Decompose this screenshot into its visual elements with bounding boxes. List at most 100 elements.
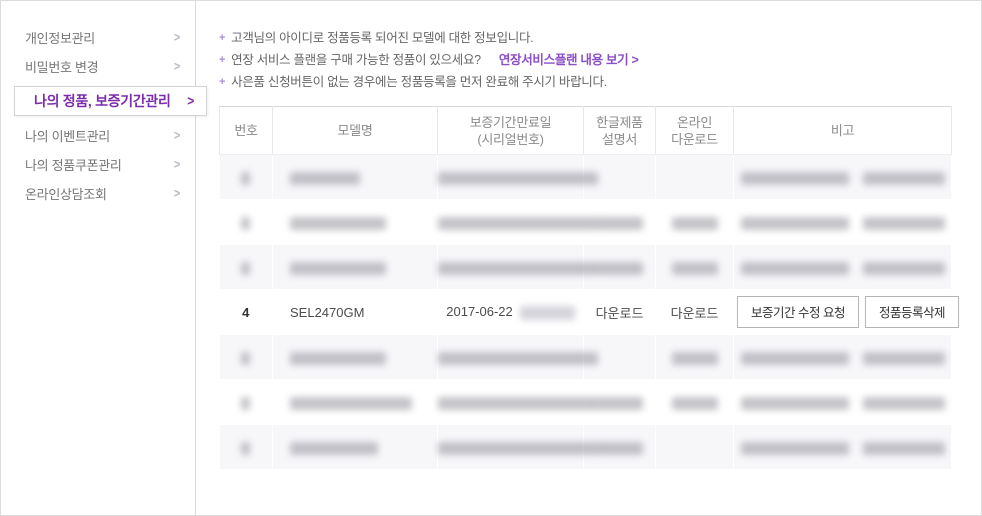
cell-korean-manual: 다운로드 bbox=[583, 289, 656, 335]
cell-number bbox=[219, 334, 273, 380]
cell-warranty-expiry bbox=[437, 379, 598, 425]
cell-online-download bbox=[655, 154, 734, 200]
notice-list: + 고객님의 아이디로 정품등록 되어진 모델에 대한 정보입니다. + 연장 서비스… bbox=[219, 27, 981, 93]
chevron-right-icon: > bbox=[173, 30, 180, 45]
notice-text: 고객님의 아이디로 정품등록 되어진 모델에 대한 정보입니다. bbox=[231, 31, 534, 45]
redacted-text bbox=[438, 261, 598, 275]
cell-warranty-expiry bbox=[437, 244, 598, 290]
redacted-text bbox=[862, 216, 945, 230]
warranty-expiry-date: 2017-06-22 bbox=[446, 304, 513, 320]
notice-text: 연장 서비스 플랜을 구매 가능한 정품이 있으세요? bbox=[231, 53, 481, 67]
cell-warranty-expiry bbox=[437, 334, 598, 380]
cell-number bbox=[219, 244, 273, 290]
header-row: 번호 모델명 보증기간만료일 (시리얼번호) 한글제품 설명서 온라인 다운로드 비고 bbox=[219, 106, 952, 155]
cell-remarks bbox=[733, 424, 952, 470]
redacted-text bbox=[241, 216, 251, 230]
product-table: 번호 모델명 보증기간만료일 (시리얼번호) 한글제품 설명서 온라인 다운로드 비고 4 SEL… bbox=[219, 106, 959, 470]
cell-warranty-expiry bbox=[437, 199, 598, 245]
redacted-text bbox=[671, 396, 718, 410]
redacted-text bbox=[862, 441, 945, 455]
column-header-line: 번호 bbox=[234, 123, 258, 138]
chevron-right-icon: > bbox=[173, 59, 180, 74]
redacted-text bbox=[596, 216, 643, 230]
manual-download-link[interactable]: 다운로드 bbox=[595, 305, 644, 321]
cell-model-name bbox=[272, 334, 438, 380]
cell-korean-manual bbox=[583, 154, 656, 200]
delete-registration-button[interactable]: 정품등록삭제 bbox=[864, 296, 959, 328]
table-row bbox=[219, 424, 952, 470]
cell-model-name bbox=[272, 379, 438, 425]
online-download-link[interactable]: 다운로드 bbox=[670, 305, 719, 321]
cell-model-name bbox=[272, 244, 438, 290]
table-body: 4 SEL2470GM 2017-06-22 다운로드 다운로드 보증기간 수정 요청 정품… bbox=[219, 154, 959, 470]
table-header: 번호 모델명 보증기간만료일 (시리얼번호) 한글제품 설명서 온라인 다운로드 비고 bbox=[219, 106, 952, 155]
cell-number: 4 bbox=[219, 289, 273, 335]
sidebar-item-my-products-warranty[interactable]: 나의 정품, 보증기간관리 > bbox=[14, 86, 207, 116]
sidebar-item-personal-info[interactable]: 개인정보관리 > bbox=[1, 23, 195, 52]
cell-korean-manual bbox=[583, 199, 656, 245]
sidebar-item-label: 개인정보관리 bbox=[25, 31, 95, 46]
column-header-line: 한글제품 bbox=[596, 114, 643, 130]
column-header: 모델명 bbox=[272, 106, 438, 155]
cell-number bbox=[219, 424, 273, 470]
cell-korean-manual bbox=[583, 334, 656, 380]
cell-remarks bbox=[733, 154, 952, 200]
redacted-text bbox=[241, 396, 251, 410]
table-row: 4 SEL2470GM 2017-06-22 다운로드 다운로드 보증기간 수정 요청 정품… bbox=[219, 289, 959, 335]
chevron-right-icon: > bbox=[173, 128, 180, 143]
warranty-edit-request-button[interactable]: 보증기간 수정 요청 bbox=[737, 296, 859, 328]
plus-bullet-icon: + bbox=[219, 54, 226, 66]
redacted-text bbox=[438, 216, 598, 230]
redacted-text bbox=[241, 261, 251, 275]
column-header-line: (시리얼번호) bbox=[477, 131, 544, 147]
cell-online-download: 다운로드 bbox=[655, 289, 734, 335]
column-header-line: 모델명 bbox=[337, 123, 373, 138]
redacted-text bbox=[241, 441, 251, 455]
sidebar-item-label: 나의 정품, 보증기간관리 bbox=[34, 93, 171, 109]
notice-text: 사은품 신청버튼이 없는 경우에는 정품등록을 먼저 완료해 주시기 바랍니다. bbox=[231, 75, 607, 89]
cell-online-download bbox=[655, 199, 734, 245]
redacted-text bbox=[862, 396, 945, 410]
table-row bbox=[219, 154, 952, 200]
sidebar-item-online-consult[interactable]: 온라인상담조회 > bbox=[1, 179, 195, 208]
cell-korean-manual bbox=[583, 379, 656, 425]
cell-online-download bbox=[655, 424, 734, 470]
cell-warranty-expiry bbox=[437, 154, 598, 200]
table-row bbox=[219, 199, 952, 245]
redacted-text bbox=[290, 171, 360, 185]
column-header: 보증기간만료일 (시리얼번호) bbox=[437, 106, 584, 155]
column-header: 한글제품 설명서 bbox=[583, 106, 656, 155]
sidebar: 개인정보관리 > 비밀번호 변경 > 나의 정품, 보증기간관리 > 나의 이벤트관리 > 나의… bbox=[1, 1, 207, 515]
sidebar-item-my-coupons[interactable]: 나의 정품쿠폰관리 > bbox=[1, 150, 195, 179]
redacted-text bbox=[740, 396, 849, 410]
main-content: + 고객님의 아이디로 정품등록 되어진 모델에 대한 정보입니다. + 연장 서비스… bbox=[196, 1, 981, 515]
cell-model-name bbox=[272, 154, 438, 200]
notice-item: + 고객님의 아이디로 정품등록 되어진 모델에 대한 정보입니다. bbox=[219, 27, 981, 49]
redacted-text bbox=[290, 261, 386, 275]
notice-item: + 사은품 신청버튼이 없는 경우에는 정품등록을 먼저 완료해 주시기 바랍니다… bbox=[219, 71, 981, 93]
cell-korean-manual bbox=[583, 244, 656, 290]
redacted-text bbox=[740, 216, 849, 230]
cell-warranty-expiry bbox=[437, 424, 598, 470]
redacted-text bbox=[438, 396, 598, 410]
redacted-text bbox=[438, 441, 598, 455]
chevron-right-icon: > bbox=[173, 157, 180, 172]
cell-number bbox=[219, 199, 273, 245]
redacted-text bbox=[740, 351, 849, 365]
redacted-text bbox=[740, 171, 849, 185]
extended-service-plan-link[interactable]: 연장서비스플랜 내용 보기 > bbox=[498, 53, 639, 67]
sidebar-item-my-events[interactable]: 나의 이벤트관리 > bbox=[1, 121, 195, 150]
redacted-text bbox=[290, 216, 386, 230]
cell-online-download bbox=[655, 244, 734, 290]
cell-remarks bbox=[733, 334, 952, 380]
redacted-text bbox=[740, 261, 849, 275]
cell-number bbox=[219, 154, 273, 200]
redacted-text bbox=[671, 351, 718, 365]
table-row bbox=[219, 379, 952, 425]
column-header-line: 비고 bbox=[830, 123, 855, 138]
redacted-text bbox=[671, 216, 718, 230]
plus-bullet-icon: + bbox=[219, 32, 226, 44]
sidebar-item-password-change[interactable]: 비밀번호 변경 > bbox=[1, 52, 195, 81]
redacted-text bbox=[290, 441, 378, 455]
